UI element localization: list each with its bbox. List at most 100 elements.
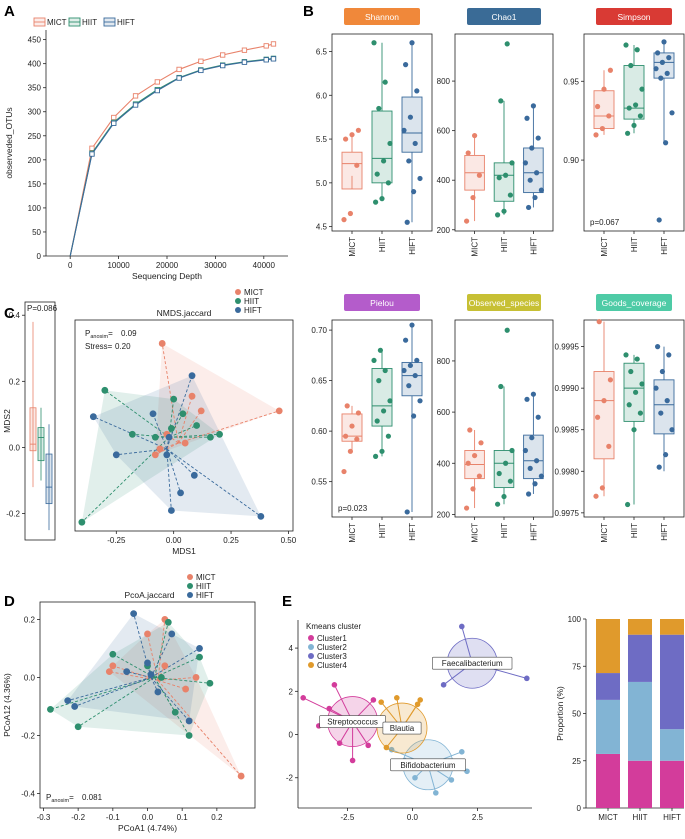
- c-xtick-label: 0.25: [223, 536, 239, 545]
- b-ytick-label: 200: [437, 226, 451, 235]
- a-xtick-label: 0: [68, 261, 73, 270]
- b-point-MICT: [593, 132, 599, 138]
- b2-point-MICT: [476, 473, 482, 479]
- b-xtick-label: HIFT: [660, 237, 669, 255]
- a-point-MICT: [263, 43, 269, 49]
- b2-point-HIIT: [498, 383, 504, 390]
- b2-point-MICT: [472, 452, 478, 459]
- a-point-HIFT: [241, 59, 248, 65]
- b-point-HIIT: [626, 105, 632, 111]
- a-ytick-label: 50: [32, 228, 41, 237]
- b-point-HIFT: [658, 75, 664, 81]
- d-legend-label-HIIT: HIIT: [196, 582, 211, 591]
- b-ytick-label: 5.0: [316, 179, 328, 188]
- b2-point-HIFT: [535, 414, 541, 420]
- b2-point-HIFT: [404, 509, 410, 515]
- b2-point-HIIT: [507, 478, 513, 484]
- b-point-MICT: [464, 218, 470, 224]
- c-spider-MICT: [178, 410, 280, 444]
- b2-point-MICT: [343, 433, 349, 439]
- b-point-HIFT: [522, 160, 529, 166]
- b-ytick-label: 5.5: [316, 135, 328, 144]
- a-xtick-label: 40000: [253, 261, 276, 270]
- b2-point-MICT: [354, 436, 360, 442]
- b2-box-HIFT: [653, 379, 675, 435]
- b2-point-HIIT: [637, 410, 644, 416]
- e-node-Cluster4: [378, 699, 385, 705]
- b-point-HIFT: [530, 103, 537, 109]
- b-point-HIIT: [498, 98, 504, 104]
- c-point-HIIT: [179, 410, 187, 418]
- c-point-MICT: [156, 445, 164, 453]
- c-spider-HIFT: [116, 448, 167, 456]
- b-box-HIIT: [493, 162, 515, 202]
- b2-ytick-label: 600: [437, 408, 451, 417]
- c-point-HIIT: [78, 518, 86, 526]
- b-xtick-label: MICT: [600, 237, 609, 257]
- e-hub-label-box-Cluster4: [382, 721, 422, 735]
- d-point-HIIT: [206, 679, 214, 687]
- b2-point-HIFT: [534, 458, 540, 464]
- d-point-HIFT: [71, 703, 79, 710]
- c-point-HIFT: [188, 372, 196, 380]
- a-ytick-label: 300: [28, 108, 42, 117]
- b-point-HIIT: [507, 192, 513, 198]
- e-hub-label: Blautia: [390, 724, 415, 733]
- b-point-HIFT: [524, 115, 530, 121]
- b2-point-HIFT: [524, 396, 530, 402]
- b-xtick-label: MICT: [348, 237, 357, 257]
- b2-point-HIIT: [626, 402, 632, 408]
- d-anosim-value: 0.081: [82, 793, 103, 802]
- b-xtick-label: HIIT: [500, 237, 509, 252]
- b-point-MICT: [606, 113, 612, 119]
- b2-point-HIIT: [623, 352, 629, 358]
- d-point-HIFT: [64, 697, 72, 705]
- c-point-HIIT: [193, 422, 201, 429]
- b2-strip-label: Observed_species: [469, 298, 539, 308]
- c-ytick-label: 0.4: [9, 311, 21, 320]
- a-x-label: Sequencing Depth: [132, 271, 202, 281]
- b2-point-HIFT: [401, 367, 407, 374]
- e-xtick-label: 0.0: [407, 813, 419, 822]
- d-spider-HIFT: [150, 633, 173, 678]
- b-pvalue: p=0.067: [590, 218, 620, 227]
- b2-point-HIFT: [526, 491, 532, 497]
- c-legend-key-HIFT: [235, 307, 241, 313]
- d-point-HIIT: [74, 723, 82, 731]
- b2-point-HIFT: [409, 322, 415, 328]
- c-ytick-label: 0.0: [9, 443, 21, 452]
- b2-ytick-label: 0.9980: [555, 467, 580, 476]
- c-spider-HIFT: [166, 448, 195, 476]
- ebar-xtick-label: HIFT: [663, 813, 681, 822]
- d-point-HIIT: [157, 674, 165, 681]
- b2-point-HIFT: [522, 447, 529, 454]
- c-point-HIFT: [112, 451, 120, 459]
- c-x-label: MDS1: [172, 546, 196, 556]
- b2-point-HIIT: [633, 389, 639, 395]
- d-xtick-label: 0.2: [211, 813, 223, 822]
- b-point-HIFT: [406, 158, 412, 164]
- c-title: NMDS.jaccard: [157, 308, 212, 318]
- d-title: PcoA.jaccard: [124, 590, 174, 600]
- d-xtick-label: 0.0: [142, 813, 154, 822]
- e-xtick-label: -2.5: [341, 813, 355, 822]
- d-x-label: PCoA1 (4.74%): [118, 823, 177, 833]
- c-spider-MICT: [177, 396, 193, 444]
- d-legend-key-HIFT: [187, 592, 193, 598]
- d-spider-HIIT: [112, 653, 155, 678]
- b2-strip-1: [467, 294, 541, 311]
- c-point-MICT: [158, 340, 166, 347]
- a-y-label: observeded_OTUs: [4, 107, 14, 178]
- b-strip-label: Chao1: [491, 12, 516, 22]
- d-spider-MICT: [109, 671, 158, 681]
- a-point-MICT: [111, 114, 117, 121]
- e-hub-label: Bifidobacterium: [400, 761, 455, 770]
- b2-point-MICT: [341, 468, 347, 475]
- e-node-Cluster2: [448, 777, 455, 783]
- d-ytick-label: -0.4: [21, 789, 35, 798]
- d-point-MICT: [105, 668, 113, 676]
- ebar-segment-Cluster1: [596, 753, 620, 808]
- d-point-MICT: [161, 662, 169, 670]
- a-legend-label-HIFT: HIFT: [117, 18, 135, 27]
